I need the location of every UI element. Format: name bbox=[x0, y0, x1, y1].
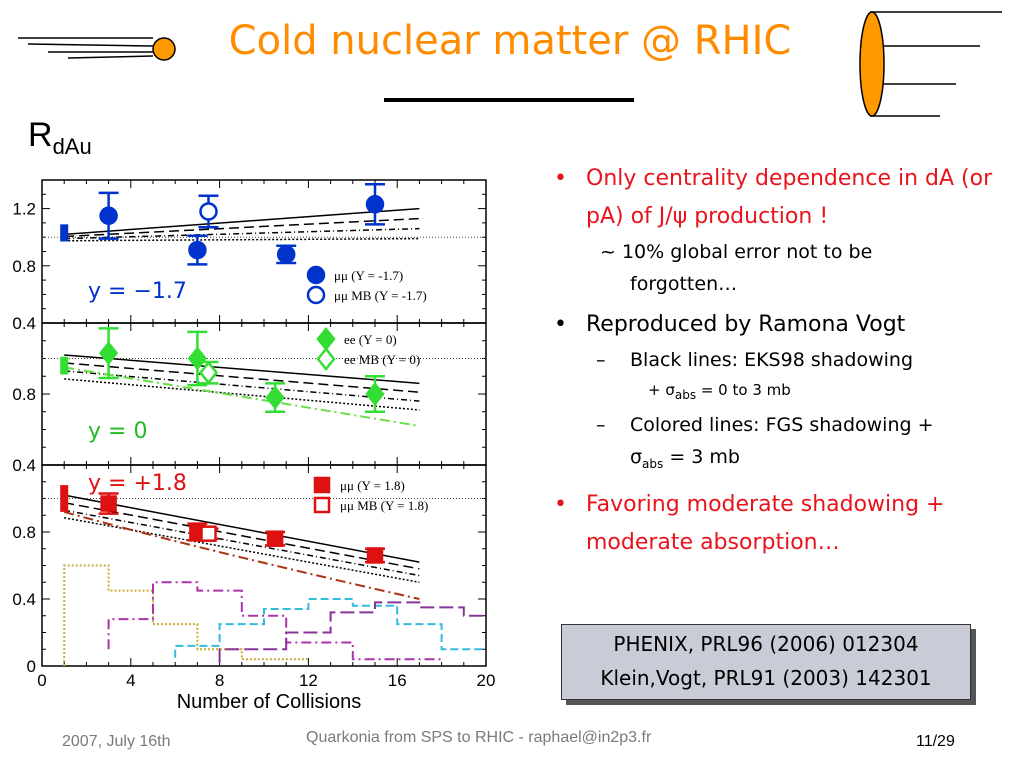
eks98-curve bbox=[64, 378, 420, 411]
comet-icon bbox=[18, 37, 176, 61]
x-tick-label: 16 bbox=[388, 671, 407, 690]
nucleus-disc-icon bbox=[859, 11, 1002, 117]
legend-label: μμ MB (Y = -1.7) bbox=[334, 288, 427, 303]
sub-sub-bullet-sigma: + σabs = 0 to 3 mb bbox=[648, 381, 791, 402]
footer-center: Quarkonia from SPS to RHIC - raphael@in2… bbox=[306, 729, 652, 746]
y-tick-label: 0.8 bbox=[12, 257, 36, 276]
bullet-note-global-error: ~ 10% global error not to be forgotten… bbox=[600, 241, 873, 295]
legend-marker bbox=[306, 265, 326, 285]
y-tick-label: 0 bbox=[27, 657, 36, 676]
y-axis-label: RdAu bbox=[28, 116, 92, 159]
sub-bullet-colored-lines: – Colored lines: FGS shadowing + σabs = 3 … bbox=[596, 414, 934, 471]
y-tick-label: 0.4 bbox=[12, 590, 36, 609]
global-error-box bbox=[60, 224, 69, 242]
data-point bbox=[187, 346, 208, 371]
global-error-box bbox=[60, 356, 69, 375]
data-point bbox=[276, 245, 296, 264]
data-point bbox=[98, 341, 119, 366]
legend-label: ee MB (Y = 0) bbox=[344, 352, 420, 367]
reference-box: PHENIX, PRL96 (2006) 012304 Klein,Vogt, … bbox=[561, 624, 971, 700]
reference-phenix: PHENIX, PRL96 (2006) 012304 bbox=[613, 632, 919, 656]
eks98-curve bbox=[64, 517, 420, 583]
centrality-histogram bbox=[218, 601, 486, 663]
centrality-histogram bbox=[174, 598, 486, 658]
data-point bbox=[200, 525, 217, 542]
legend-marker bbox=[313, 496, 331, 514]
centrality-histogram bbox=[63, 564, 309, 666]
eks98-curve bbox=[64, 370, 420, 402]
x-axis-label: Number of Collisions bbox=[177, 691, 362, 713]
data-point bbox=[265, 385, 285, 410]
x-tick-label: 8 bbox=[215, 671, 224, 690]
legend-marker bbox=[313, 476, 331, 494]
legend-label: μμ (Y = 1.8) bbox=[340, 478, 405, 493]
bullet-vogt: Reproduced by Ramona Vogt bbox=[548, 306, 1008, 344]
centrality-histogram bbox=[107, 581, 442, 661]
slide-title: Cold nuclear matter @ RHIC bbox=[228, 18, 792, 64]
data-point bbox=[188, 240, 207, 260]
rdau-chart: 1.2 0.8 0.4 μμ (Y = -1.7) μμ MB (Y = -1.7) y … bbox=[12, 179, 496, 713]
y-tick-label: 0.8 bbox=[12, 385, 36, 404]
eks98-curve bbox=[64, 354, 420, 385]
data-point bbox=[198, 360, 219, 385]
data-point bbox=[199, 202, 218, 221]
data-point bbox=[99, 206, 118, 225]
legend-label: ee (Y = 0) bbox=[344, 332, 397, 347]
title-underline bbox=[384, 98, 634, 102]
y-tick-label: 0.8 bbox=[12, 523, 36, 542]
eks98-curve bbox=[64, 237, 420, 242]
data-point bbox=[366, 547, 384, 564]
data-point bbox=[365, 195, 385, 214]
legend-marker bbox=[316, 326, 336, 352]
fgs-curve bbox=[63, 510, 420, 600]
reference-klein-vogt: Klein,Vogt, PRL91 (2003) 142301 bbox=[600, 666, 932, 690]
data-point bbox=[100, 495, 117, 512]
y-tick-label: 0.4 bbox=[12, 314, 36, 333]
x-tick-label: 12 bbox=[299, 671, 318, 690]
panel-rapidity-label: y = 0 bbox=[88, 419, 147, 444]
x-tick-label: 0 bbox=[37, 671, 46, 690]
panel-rapidity-label: y = −1.7 bbox=[88, 279, 187, 304]
eks98-curve bbox=[64, 509, 420, 577]
y-tick-label: 1.2 bbox=[12, 200, 36, 219]
bullet-favoring: Favoring moderate shadowing + moderate a… bbox=[548, 486, 1008, 562]
bullet-list: Only centrality dependence in dA (or pA)… bbox=[548, 160, 1008, 562]
legend-marker bbox=[306, 285, 326, 305]
legend-label: μμ (Y = -1.7) bbox=[334, 268, 403, 283]
y-tick-label: 0.4 bbox=[12, 456, 36, 475]
x-tick-label: 4 bbox=[126, 671, 135, 690]
bullet-centrality: Only centrality dependence in dA (or pA)… bbox=[548, 160, 1008, 236]
sub-bullet-black-lines: – Black lines: EKS98 shadowing bbox=[596, 349, 914, 371]
x-tick-label: 20 bbox=[477, 671, 496, 690]
legend-label: μμ MB (Y = 1.8) bbox=[340, 498, 428, 513]
legend-marker bbox=[316, 346, 336, 372]
data-point bbox=[266, 530, 284, 547]
global-error-box bbox=[60, 485, 69, 512]
footer-page-number: 11/29 bbox=[916, 733, 955, 750]
eks98-curve bbox=[64, 494, 420, 563]
eks98-curve bbox=[64, 207, 420, 236]
footer-date: 2007, July 16th bbox=[62, 733, 171, 750]
panel-rapidity-label: y = +1.8 bbox=[88, 471, 187, 496]
data-point bbox=[365, 381, 385, 407]
eks98-curve bbox=[64, 501, 420, 570]
